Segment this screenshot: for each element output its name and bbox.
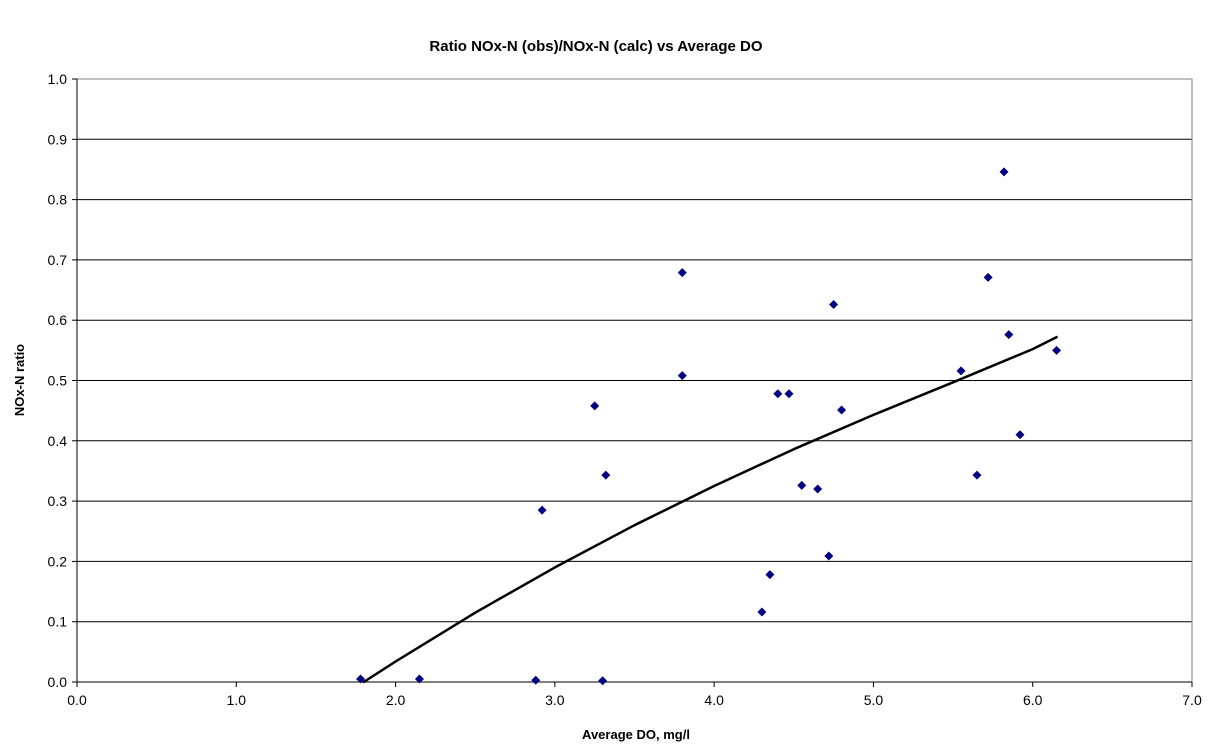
data-point-5 [598, 676, 608, 686]
x-tick-label-4: 4.0 [704, 692, 724, 708]
data-point-11 [773, 389, 783, 399]
data-point-16 [829, 300, 839, 310]
y-axis-label: NOx-N ratio [12, 344, 27, 416]
data-point-1 [414, 674, 424, 684]
y-tick-label-2: 0.2 [48, 553, 68, 569]
x-tick-label-3: 3.0 [545, 692, 565, 708]
fit-curve [362, 335, 1058, 684]
data-point-9 [757, 607, 767, 617]
data-point-10 [765, 570, 775, 580]
x-axis-label: Average DO, mg/l [582, 727, 690, 742]
data-point-13 [797, 480, 807, 490]
y-tick-label-6: 0.6 [48, 312, 68, 328]
y-tick-label-9: 0.9 [48, 131, 68, 147]
data-point-7 [677, 268, 687, 278]
x-tick-label-5: 5.0 [864, 692, 884, 708]
y-tick-label-4: 0.4 [48, 433, 68, 449]
y-tick-label-5: 0.5 [48, 373, 68, 389]
y-tick-label-3: 0.3 [48, 493, 68, 509]
data-point-2 [531, 675, 541, 685]
data-point-12 [784, 389, 794, 399]
chart-title: Ratio NOx-N (obs)/NOx-N (calc) vs Averag… [429, 38, 762, 55]
data-point-22 [1004, 330, 1014, 340]
data-point-20 [983, 272, 993, 282]
data-point-14 [813, 484, 823, 494]
x-tick-label-1: 1.0 [227, 692, 247, 708]
data-point-17 [837, 405, 847, 415]
x-tick-label-0: 0.0 [67, 692, 87, 708]
x-tick-label-2: 2.0 [386, 692, 406, 708]
y-tick-label-8: 0.8 [48, 192, 68, 208]
y-tick-label-10: 1.0 [48, 71, 68, 87]
x-tick-label-7: 7.0 [1182, 692, 1202, 708]
y-tick-labels: 0.0 0.1 0.2 0.3 0.4 0.5 0.6 0.7 0.8 0.9 1.0 [48, 71, 68, 690]
data-point-0 [356, 674, 366, 684]
x-tick-labels: 0.0 1.0 2.0 3.0 4.0 5.0 6.0 7.0 [67, 692, 1202, 708]
y-tick-label-0: 0.0 [48, 674, 68, 690]
data-point-15 [824, 551, 834, 561]
data-points [356, 167, 1062, 686]
axes [72, 78, 1193, 687]
data-point-24 [1052, 345, 1062, 355]
data-point-4 [590, 401, 600, 411]
x-tick-label-6: 6.0 [1023, 692, 1043, 708]
data-point-23 [1015, 430, 1025, 440]
data-point-6 [601, 470, 611, 480]
data-point-21 [999, 167, 1009, 177]
data-point-8 [677, 371, 687, 381]
data-point-19 [972, 470, 982, 480]
grid-lines [77, 78, 1192, 623]
y-tick-label-7: 0.7 [48, 252, 68, 268]
data-point-18 [956, 366, 966, 376]
data-point-3 [537, 505, 547, 515]
y-tick-label-1: 0.1 [48, 614, 68, 630]
